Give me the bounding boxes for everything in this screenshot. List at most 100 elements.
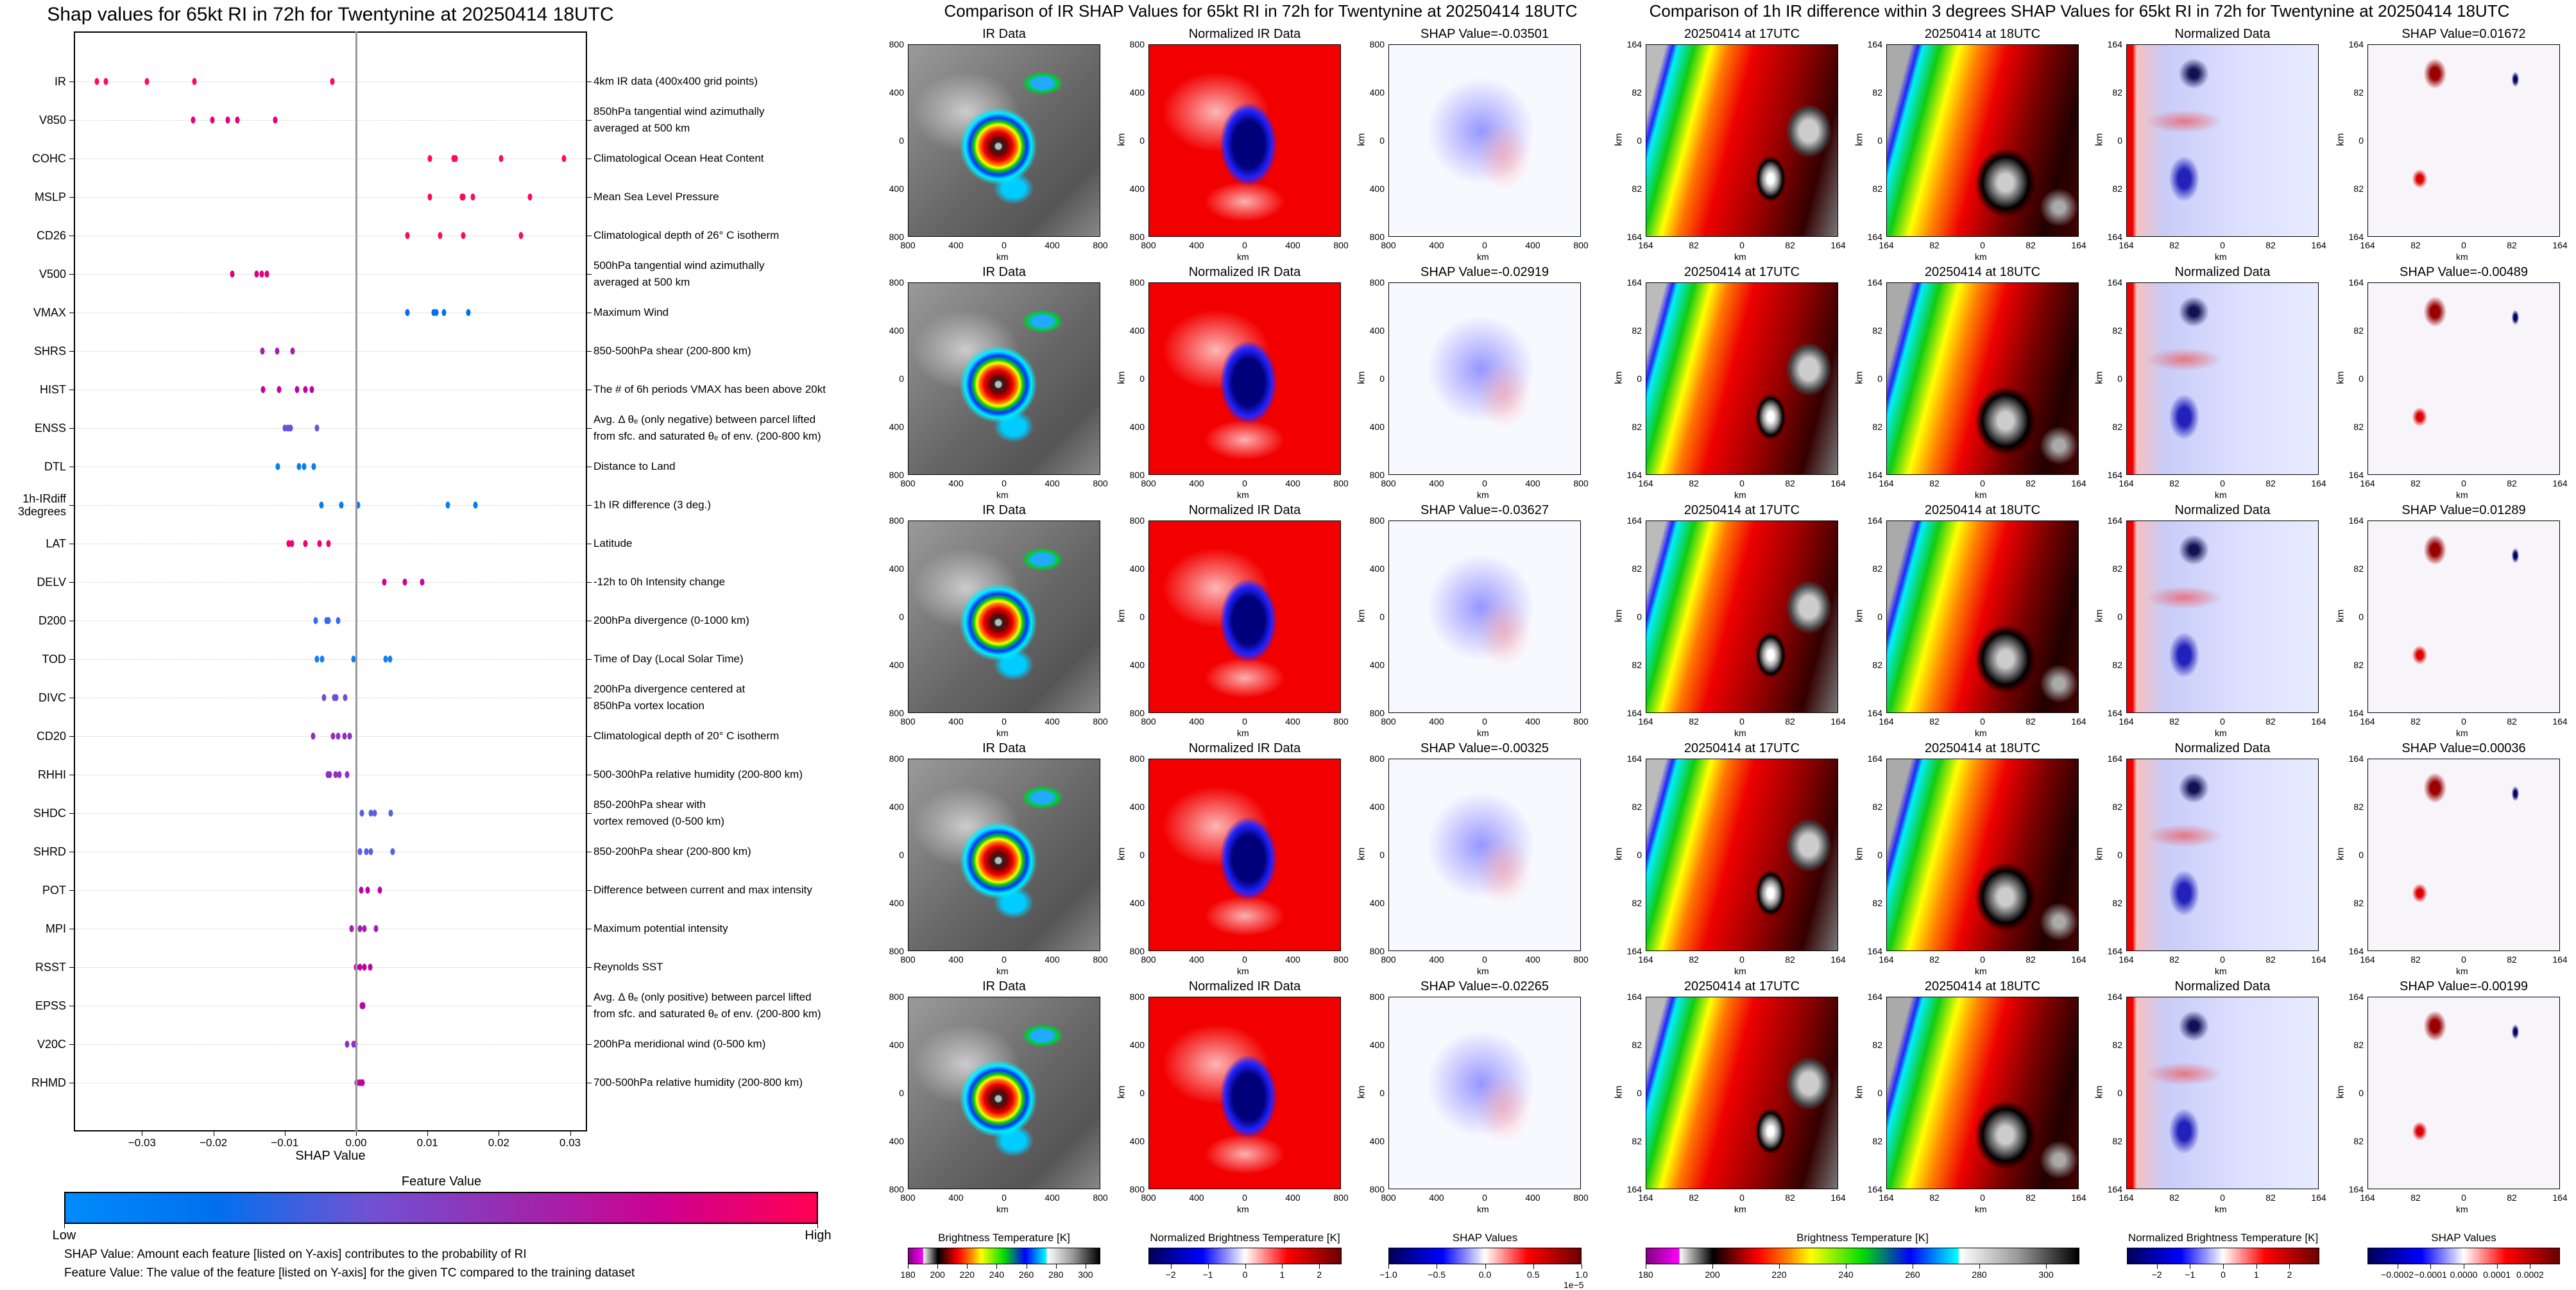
y-tick-label: 400 (1129, 325, 1145, 336)
feature-code-label: RSST (35, 961, 66, 974)
y-axis-label: km (1116, 609, 1127, 623)
shap-point (277, 386, 282, 393)
x-tick-label: 164 (2119, 240, 2134, 250)
x-tick-label: 82 (1785, 240, 1795, 250)
y-tick-label: 0 (1379, 850, 1385, 860)
shap-point (349, 925, 354, 933)
nd-image-panel (2126, 520, 2319, 713)
x-axis-label: km (2215, 252, 2227, 262)
x-axis-label: km (2456, 490, 2468, 500)
y-tick-label: 82 (2353, 87, 2364, 98)
y-tick-label: 164 (2348, 515, 2364, 526)
colorbar-tick-label: 0.0002 (2516, 1269, 2544, 1280)
y-tick-label: 164 (2107, 753, 2122, 764)
x-tick-label: 800 (900, 240, 916, 250)
shap-point (405, 309, 410, 316)
y-tick-label: 800 (1369, 708, 1385, 718)
shap-point (373, 925, 379, 933)
shap-point (362, 925, 367, 933)
feature-code-label: CD20 (36, 730, 66, 743)
y-axis-label: km (1356, 371, 1367, 384)
feature-description: Reynolds SST (593, 961, 663, 973)
x-axis-label: km (2215, 728, 2227, 738)
y-tick-label: 800 (1369, 992, 1385, 1002)
x-axis-label: km (2215, 490, 2227, 500)
feature-code-label: V20C (37, 1038, 66, 1051)
y-tick-label: 0 (899, 374, 904, 384)
x-tick-label: 164 (1638, 240, 1653, 250)
y-tick-label: 400 (1129, 1040, 1145, 1050)
colorbar-tick-label: 0.5 (1527, 1269, 1540, 1280)
x-tick-label: 400 (1285, 1192, 1301, 1203)
x-axis-label: km (1975, 728, 1987, 738)
x-tick-label: 82 (1929, 1192, 1940, 1203)
shap-point (427, 193, 432, 201)
x-tick-label: 164 (1830, 1192, 1846, 1203)
x-tick-label: 82 (2410, 478, 2421, 488)
shap-point (330, 78, 335, 85)
feature-description: The # of 6h periods VMAX has been above … (593, 383, 826, 395)
panel-title: 20250414 at 18UTC (1924, 27, 2041, 41)
x-tick-label: 82 (2507, 1192, 2517, 1203)
x-tick-label: 0 (1980, 240, 1985, 250)
y-tick-label: 800 (889, 515, 904, 526)
x-axis-label: km (996, 490, 1009, 500)
panel-title: Normalized Data (2174, 979, 2271, 993)
rs-image-panel (2367, 997, 2560, 1189)
y-axis-label: km (1356, 609, 1367, 623)
x-tick-label: 0 (1242, 716, 1247, 727)
colorbar-tick (1245, 1264, 1246, 1269)
y-tick-label: 0 (899, 612, 904, 622)
rs-image-panel (2367, 44, 2560, 237)
x-axis-label: km (2456, 728, 2468, 738)
y-tick-label: 400 (1369, 563, 1385, 574)
rs-image-panel (2367, 759, 2560, 951)
x-tick-label: 164 (1830, 716, 1846, 727)
x-tick-label: 800 (1573, 478, 1589, 488)
y-tick-label: 800 (889, 946, 904, 956)
x-axis-label: km (2456, 1204, 2468, 1214)
y-tick-label: 164 (1867, 515, 1882, 526)
x-tick-label: 164 (2119, 716, 2134, 727)
y-tick-label: 800 (1369, 232, 1385, 242)
t17-image-panel (1646, 282, 1838, 475)
shap-point (466, 309, 471, 316)
x-tick-label: 0 (1739, 1192, 1744, 1203)
row-gridline (75, 582, 586, 583)
x-tick-label: 800 (1093, 478, 1108, 488)
x-tick-label: 800 (1333, 478, 1349, 488)
y-tick-label: 0 (2358, 1088, 2364, 1098)
colorbar-tick-label: 1 (1279, 1269, 1285, 1280)
y-tick-label: 800 (1369, 753, 1385, 764)
shap-point (561, 155, 567, 162)
y-tick-label: 0 (1379, 1088, 1385, 1098)
shap-point (499, 155, 504, 162)
y-tick-label: 164 (2348, 39, 2364, 49)
x-tick-label: 0 (1739, 716, 1744, 727)
nd-image-panel (2126, 997, 2319, 1189)
shap-point (313, 617, 318, 624)
colorbar-tick (2223, 1264, 2224, 1269)
y-tick-label: 82 (2112, 1040, 2122, 1050)
x-tick-label: 0 (1002, 954, 1007, 965)
x-tick-label: 82 (2169, 240, 2179, 250)
panel-title: SHAP Value=0.01672 (2401, 27, 2526, 41)
shap-point (420, 578, 425, 586)
shap-image-panel (1388, 520, 1581, 713)
panel-title: Normalized IR Data (1188, 741, 1301, 755)
y-tick-label: 82 (1872, 422, 1882, 432)
panel-title: Normalized IR Data (1188, 979, 1301, 993)
colorbar-tick-label: 0 (1242, 1269, 1248, 1280)
x-tick-label: 164 (1879, 954, 1894, 965)
x-tick-label: −0.03 (128, 1137, 156, 1149)
shap-point (518, 232, 524, 239)
x-tick-label: 400 (1189, 478, 1204, 488)
x-tick-label: 164 (2360, 240, 2375, 250)
y-tick-label: 82 (1632, 660, 1642, 670)
colorbar-tick-label: 0.0 (1478, 1269, 1492, 1280)
x-tick-label: 0.00 (345, 1137, 367, 1149)
panel-title: SHAP Value=-0.00489 (2400, 265, 2528, 279)
y-axis-label: km (1116, 133, 1127, 146)
y-tick-right (587, 351, 592, 352)
y-tick-label: 800 (1129, 232, 1145, 242)
